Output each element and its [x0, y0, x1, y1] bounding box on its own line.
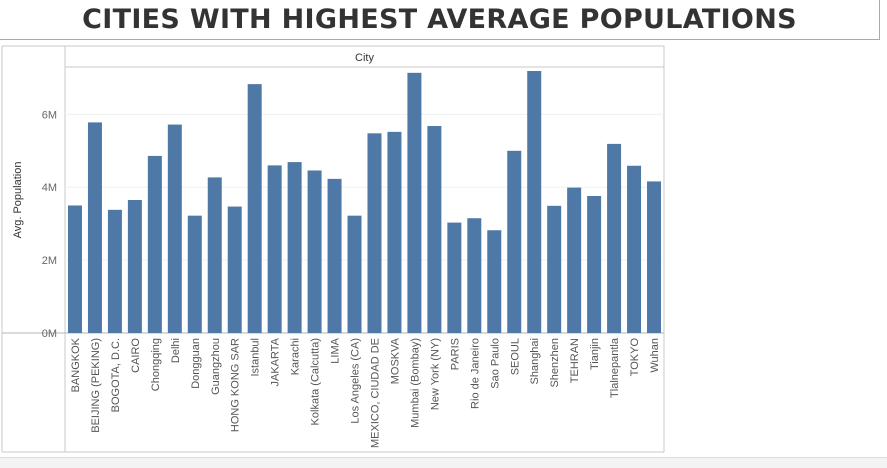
x-tick-label: TOKYO — [629, 338, 641, 377]
bar — [127, 200, 142, 333]
gridlines — [65, 113, 664, 261]
x-tick-label: Wuhan — [649, 338, 661, 373]
x-tick-label: HONG KONG SAR — [230, 338, 242, 432]
bar — [647, 181, 662, 333]
bar — [547, 205, 562, 333]
x-tick-label: Guangzhou — [210, 338, 222, 395]
bar — [627, 165, 642, 333]
column-header: City — [355, 52, 374, 64]
bar — [147, 155, 162, 333]
bar — [267, 165, 282, 333]
x-tick-label: Rio de Janeiro — [469, 338, 481, 409]
bar — [247, 84, 262, 333]
x-tick-label: CAIRO — [130, 338, 142, 373]
bar — [87, 122, 102, 334]
x-tick-label: SEOUL — [509, 338, 521, 375]
bar — [587, 195, 602, 333]
bar — [367, 133, 382, 333]
bar — [487, 230, 502, 333]
y-axis: 0M 2M 4M 6M Avg. Population — [12, 109, 57, 340]
bar — [67, 205, 82, 333]
x-tick-label: Karachi — [290, 338, 302, 375]
y-tick-label: 6M — [42, 109, 57, 121]
x-tick-label: Delhi — [170, 338, 182, 363]
bar — [347, 215, 362, 333]
y-tick-label: 0M — [42, 328, 57, 340]
x-tick-label: Mumbai (Bombay) — [409, 338, 421, 428]
bar — [167, 124, 182, 333]
x-tick-label: LIMA — [330, 337, 342, 363]
x-tick-label: Los Angeles (CA) — [350, 338, 362, 424]
x-tick-label: JAKARTA — [270, 337, 282, 386]
bar — [387, 131, 402, 333]
x-tick-label: Tianjin — [589, 338, 601, 370]
bar — [607, 143, 622, 333]
bar — [107, 209, 122, 333]
bars — [67, 71, 662, 334]
bar — [407, 72, 422, 333]
x-tick-label: Kolkata (Calcutta) — [310, 338, 322, 425]
bar — [307, 170, 322, 333]
x-tick-label: BOGOTA, D.C. — [110, 338, 122, 412]
x-tick-label: Tlalnepantla — [609, 337, 621, 398]
x-tick-label: Shenzhen — [549, 338, 561, 388]
x-tick-label: New York (NY) — [429, 338, 441, 410]
x-tick-label: MEXICO, CIUDAD DE — [369, 338, 381, 448]
bar — [467, 218, 482, 333]
bar — [327, 178, 342, 333]
x-tick-label: Chongqing — [150, 338, 162, 391]
x-tick-label: TEHRAN — [569, 338, 581, 383]
bar — [427, 126, 442, 333]
x-tick-label: Shanghai — [529, 338, 541, 385]
bar — [207, 177, 222, 333]
bar — [527, 71, 542, 334]
bar — [567, 187, 582, 333]
y-tick-label: 4M — [42, 182, 57, 194]
x-tick-label: BANGKOK — [70, 337, 82, 392]
bar — [447, 222, 462, 333]
bar — [227, 206, 242, 333]
y-axis-title: Avg. Population — [12, 162, 24, 239]
bar — [507, 150, 522, 333]
x-tick-label: PARIS — [449, 338, 461, 370]
x-axis: BANGKOK BEIJING (PEKING) BOGOTA, D.C. CAIRO… — [70, 337, 661, 448]
chart-title: CITIES WITH HIGHEST AVERAGE POPULATIONS — [82, 4, 797, 35]
status-strip — [0, 457, 887, 468]
x-tick-label: Istanbul — [250, 338, 262, 377]
x-tick-label: Sao Paulo — [489, 338, 501, 389]
x-tick-label: MOSKVA — [389, 337, 401, 384]
y-tick-label: 2M — [42, 255, 57, 267]
bar — [287, 162, 302, 333]
bar — [187, 215, 202, 333]
x-tick-label: BEIJING (PEKING) — [90, 338, 102, 433]
title-bar: CITIES WITH HIGHEST AVERAGE POPULATIONS — [0, 0, 880, 40]
x-tick-label: Dongguan — [190, 338, 202, 389]
